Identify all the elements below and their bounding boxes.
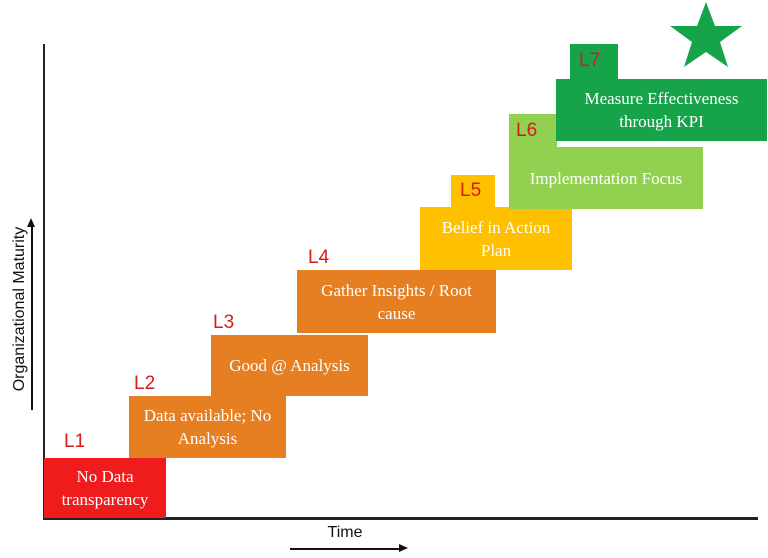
step-l2: Data available; No Analysis (129, 396, 286, 458)
x-axis-arrow-icon (290, 545, 408, 551)
step-l7: Measure Effectiveness through KPI (556, 79, 767, 141)
level-label-l6: L6 (516, 120, 538, 141)
level-label-l4: L4 (308, 247, 330, 268)
y-axis-label: Organizational Maturity (11, 226, 28, 392)
step-l6: Implementation Focus (509, 147, 703, 209)
x-axis-line (43, 517, 758, 520)
tab-l7: L7 (570, 44, 618, 80)
step-l4: Gather Insights / Root cause (297, 270, 496, 333)
y-axis-line (43, 44, 45, 520)
star-icon (670, 2, 742, 67)
level-label-l5: L5 (460, 180, 482, 201)
tab-l6: L6 (509, 114, 557, 148)
step-l1: No Data transparency (44, 458, 166, 518)
level-label-l1: L1 (64, 431, 86, 452)
level-label-l2: L2 (134, 373, 156, 394)
step-l3: Good @ Analysis (211, 335, 368, 396)
x-axis-label: Time (327, 524, 363, 541)
tab-l5: L5 (451, 175, 495, 208)
level-label-l3: L3 (213, 312, 235, 333)
y-axis-arrow-icon (28, 218, 34, 410)
level-label-l7: L7 (579, 50, 601, 71)
step-l5: Belief in Action Plan (420, 207, 572, 270)
